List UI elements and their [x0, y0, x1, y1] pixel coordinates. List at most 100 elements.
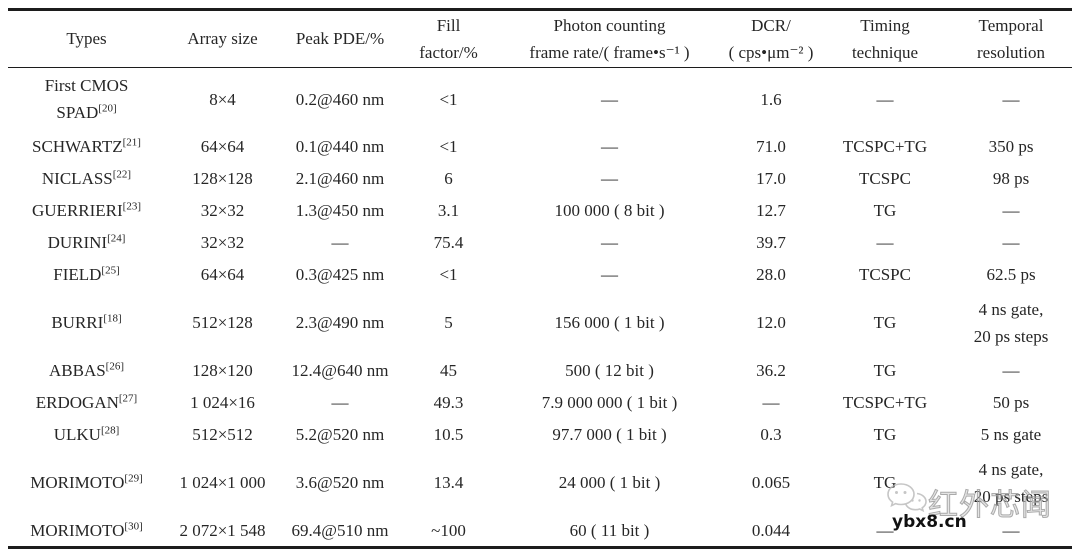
cell-array-size: 2 072×1 548 — [179, 520, 266, 540]
col-header-array-size: Array size — [187, 29, 258, 49]
device-name: FIELD — [53, 265, 102, 285]
col-header-timing-technique: Timing technique — [851, 15, 919, 62]
cell-timing-technique: — — [876, 89, 894, 109]
device-name: MORIMOTO — [30, 473, 125, 493]
cell-peak-pde: 2.1@460 nm — [295, 169, 385, 189]
cell-temporal-resolution: — — [1002, 233, 1020, 253]
cell-fill-factor: 13.4 — [433, 473, 464, 493]
cell-type: BURRI[18] — [8, 292, 165, 356]
cell-dcr: — — [762, 393, 780, 413]
cell-dcr: 71.0 — [756, 137, 786, 157]
cell-array-size: 128×120 — [192, 361, 253, 381]
reference-superscript: [21] — [122, 136, 141, 149]
cell-timing-technique: TG — [873, 361, 897, 381]
cell-dcr: 0.3 — [760, 425, 782, 445]
cell-type: FIELD[25] — [8, 260, 165, 292]
cell-peak-pde: — — [331, 233, 349, 253]
cell-type: First CMOS SPAD[20] — [8, 68, 165, 132]
cell-array-size: 128×128 — [192, 169, 253, 189]
reference-superscript: [22] — [112, 168, 132, 181]
table-row: BURRI[18] 512×128 2.3@490 nm 5 156 000 (… — [8, 292, 1072, 356]
cell-fill-factor: ~100 — [431, 520, 466, 540]
cell-timing-technique: TG — [873, 201, 897, 221]
cell-peak-pde: 0.2@460 nm — [295, 89, 385, 109]
cell-photon-counting-frame-rate: — — [601, 169, 618, 189]
table-row: MORIMOTO[30] 2 072×1 548 69.4@510 nm ~10… — [8, 516, 1072, 548]
cell-dcr: 1.6 — [760, 89, 782, 109]
cell-fill-factor: 10.5 — [433, 425, 464, 445]
device-name: ULKU — [53, 425, 101, 445]
cell-temporal-resolution: 4 ns gate, 20 ps steps — [973, 460, 1049, 506]
cell-array-size: 32×32 — [200, 201, 245, 221]
table-row: DURINI[24] 32×32 — 75.4 — 39.7 — — — [8, 228, 1072, 260]
cell-array-size: 1 024×16 — [190, 393, 255, 413]
cell-temporal-resolution: — — [1002, 89, 1020, 109]
reference-superscript: [25] — [101, 264, 120, 277]
cell-photon-counting-frame-rate: 60 ( 11 bit ) — [569, 520, 650, 540]
cell-timing-technique: TG — [873, 313, 897, 333]
cell-dcr: 36.2 — [756, 361, 786, 381]
cell-temporal-resolution: — — [1002, 361, 1020, 381]
col-header-fill-factor: Fill factor/% — [419, 15, 478, 62]
device-name: ABBAS — [48, 361, 106, 381]
reference-superscript: [24] — [107, 232, 126, 245]
cell-type: MORIMOTO[29] — [8, 452, 165, 516]
cell-timing-technique: — — [876, 520, 894, 540]
reference-superscript: [18] — [103, 312, 122, 325]
table-row: FIELD[25] 64×64 0.3@425 nm <1 — 28.0 TCS… — [8, 260, 1072, 292]
cell-photon-counting-frame-rate: 500 ( 12 bit ) — [565, 361, 654, 381]
cell-timing-technique: TCSPC — [859, 265, 911, 285]
cell-dcr: 0.065 — [751, 473, 791, 493]
cell-temporal-resolution: 4 ns gate, 20 ps steps — [973, 300, 1049, 346]
cell-peak-pde: 3.6@520 nm — [295, 473, 385, 493]
cell-fill-factor: <1 — [439, 265, 458, 285]
cell-photon-counting-frame-rate: 97.7 000 ( 1 bit ) — [552, 425, 667, 445]
cell-dcr: 12.0 — [756, 313, 786, 333]
cell-array-size: 64×64 — [200, 137, 245, 157]
col-header-dcr: DCR/ ( cps•μm⁻² ) — [728, 15, 814, 62]
table-row: ULKU[28] 512×512 5.2@520 nm 10.5 97.7 00… — [8, 420, 1072, 452]
cell-temporal-resolution: 350 ps — [988, 137, 1034, 157]
device-name: SCHWARTZ — [32, 137, 123, 157]
cell-temporal-resolution: 50 ps — [992, 393, 1030, 413]
reference-superscript: [28] — [100, 424, 120, 437]
reference-superscript: [30] — [124, 519, 143, 532]
cell-peak-pde: 5.2@520 nm — [295, 425, 385, 445]
col-header-peak-pde: Peak PDE/% — [295, 29, 385, 49]
cell-array-size: 512×512 — [192, 425, 253, 445]
cell-type: DURINI[24] — [8, 228, 165, 260]
cell-array-size: 32×32 — [200, 233, 245, 253]
cell-dcr: 17.0 — [756, 169, 786, 189]
cell-photon-counting-frame-rate: 24 000 ( 1 bit ) — [558, 473, 661, 493]
cell-photon-counting-frame-rate: 156 000 ( 1 bit ) — [554, 313, 665, 333]
cell-dcr: 39.7 — [756, 233, 786, 253]
cell-photon-counting-frame-rate: 7.9 000 000 ( 1 bit ) — [541, 393, 678, 413]
cell-timing-technique: — — [876, 233, 894, 253]
cell-peak-pde: — — [331, 393, 349, 413]
device-name: First CMOS SPAD — [44, 76, 129, 122]
cell-peak-pde: 0.1@440 nm — [295, 137, 385, 157]
cell-timing-technique: TCSPC+TG — [842, 137, 928, 157]
cell-type: GUERRIERI[23] — [8, 196, 165, 228]
cell-array-size: 8×4 — [209, 89, 236, 109]
reference-superscript: [26] — [105, 360, 124, 373]
cell-array-size: 1 024×1 000 — [179, 473, 266, 493]
cell-fill-factor: 6 — [444, 169, 453, 189]
cell-temporal-resolution: 98 ps — [992, 169, 1030, 189]
table-row: ERDOGAN[27] 1 024×16 — 49.3 7.9 000 000 … — [8, 388, 1072, 420]
col-header-photon-counting: Photon counting frame rate/( frame•s⁻¹ ) — [529, 15, 690, 62]
cell-peak-pde: 2.3@490 nm — [295, 313, 385, 333]
cell-fill-factor: <1 — [439, 89, 458, 109]
col-header-temporal-resolution: Temporal resolution — [977, 15, 1045, 62]
cell-temporal-resolution: 5 ns gate — [980, 425, 1042, 445]
cell-photon-counting-frame-rate: — — [601, 265, 618, 285]
device-name: DURINI — [47, 233, 108, 253]
table-row: SCHWARTZ[21] 64×64 0.1@440 nm <1 — 71.0 … — [8, 132, 1072, 164]
cell-peak-pde: 12.4@640 nm — [291, 361, 389, 381]
cell-fill-factor: 75.4 — [433, 233, 464, 253]
reference-superscript: [29] — [124, 472, 143, 485]
device-name: ERDOGAN — [35, 393, 119, 413]
table-row: First CMOS SPAD[20] 8×4 0.2@460 nm <1 — … — [8, 68, 1072, 132]
cell-type: MORIMOTO[30] — [8, 516, 165, 548]
cell-temporal-resolution: — — [1002, 520, 1020, 540]
